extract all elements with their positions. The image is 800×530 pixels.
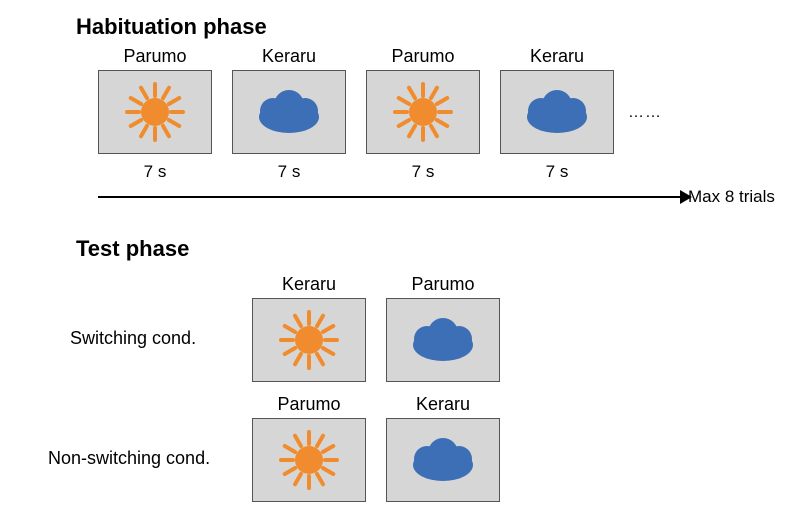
continuation-dots: …… (628, 104, 662, 122)
habituation-title: Habituation phase (76, 14, 267, 40)
test-title: Test phase (76, 236, 189, 262)
stimulus-card-sun (98, 70, 212, 154)
duration-label: 7 s (366, 162, 480, 182)
stimulus-label: Parumo (386, 274, 500, 295)
duration-label: 7 s (232, 162, 346, 182)
stimulus-label: Keraru (500, 46, 614, 67)
stimulus-card-sun (252, 418, 366, 502)
stimulus-label: Keraru (232, 46, 346, 67)
stimulus-card-cloud (500, 70, 614, 154)
stimulus-card-cloud (232, 70, 346, 154)
stimulus-card-sun (252, 298, 366, 382)
stimulus-card-cloud (386, 298, 500, 382)
stimulus-label: Parumo (366, 46, 480, 67)
stimulus-label: Keraru (252, 274, 366, 295)
stimulus-label: Keraru (386, 394, 500, 415)
stimulus-label: Parumo (252, 394, 366, 415)
timeline-arrow-line (98, 196, 680, 198)
timeline-max-label: Max 8 trials (688, 187, 775, 207)
duration-label: 7 s (500, 162, 614, 182)
stimulus-card-cloud (386, 418, 500, 502)
stimulus-label: Parumo (98, 46, 212, 67)
condition-label: Switching cond. (70, 328, 196, 349)
condition-label: Non-switching cond. (48, 448, 210, 469)
duration-label: 7 s (98, 162, 212, 182)
stimulus-card-sun (366, 70, 480, 154)
